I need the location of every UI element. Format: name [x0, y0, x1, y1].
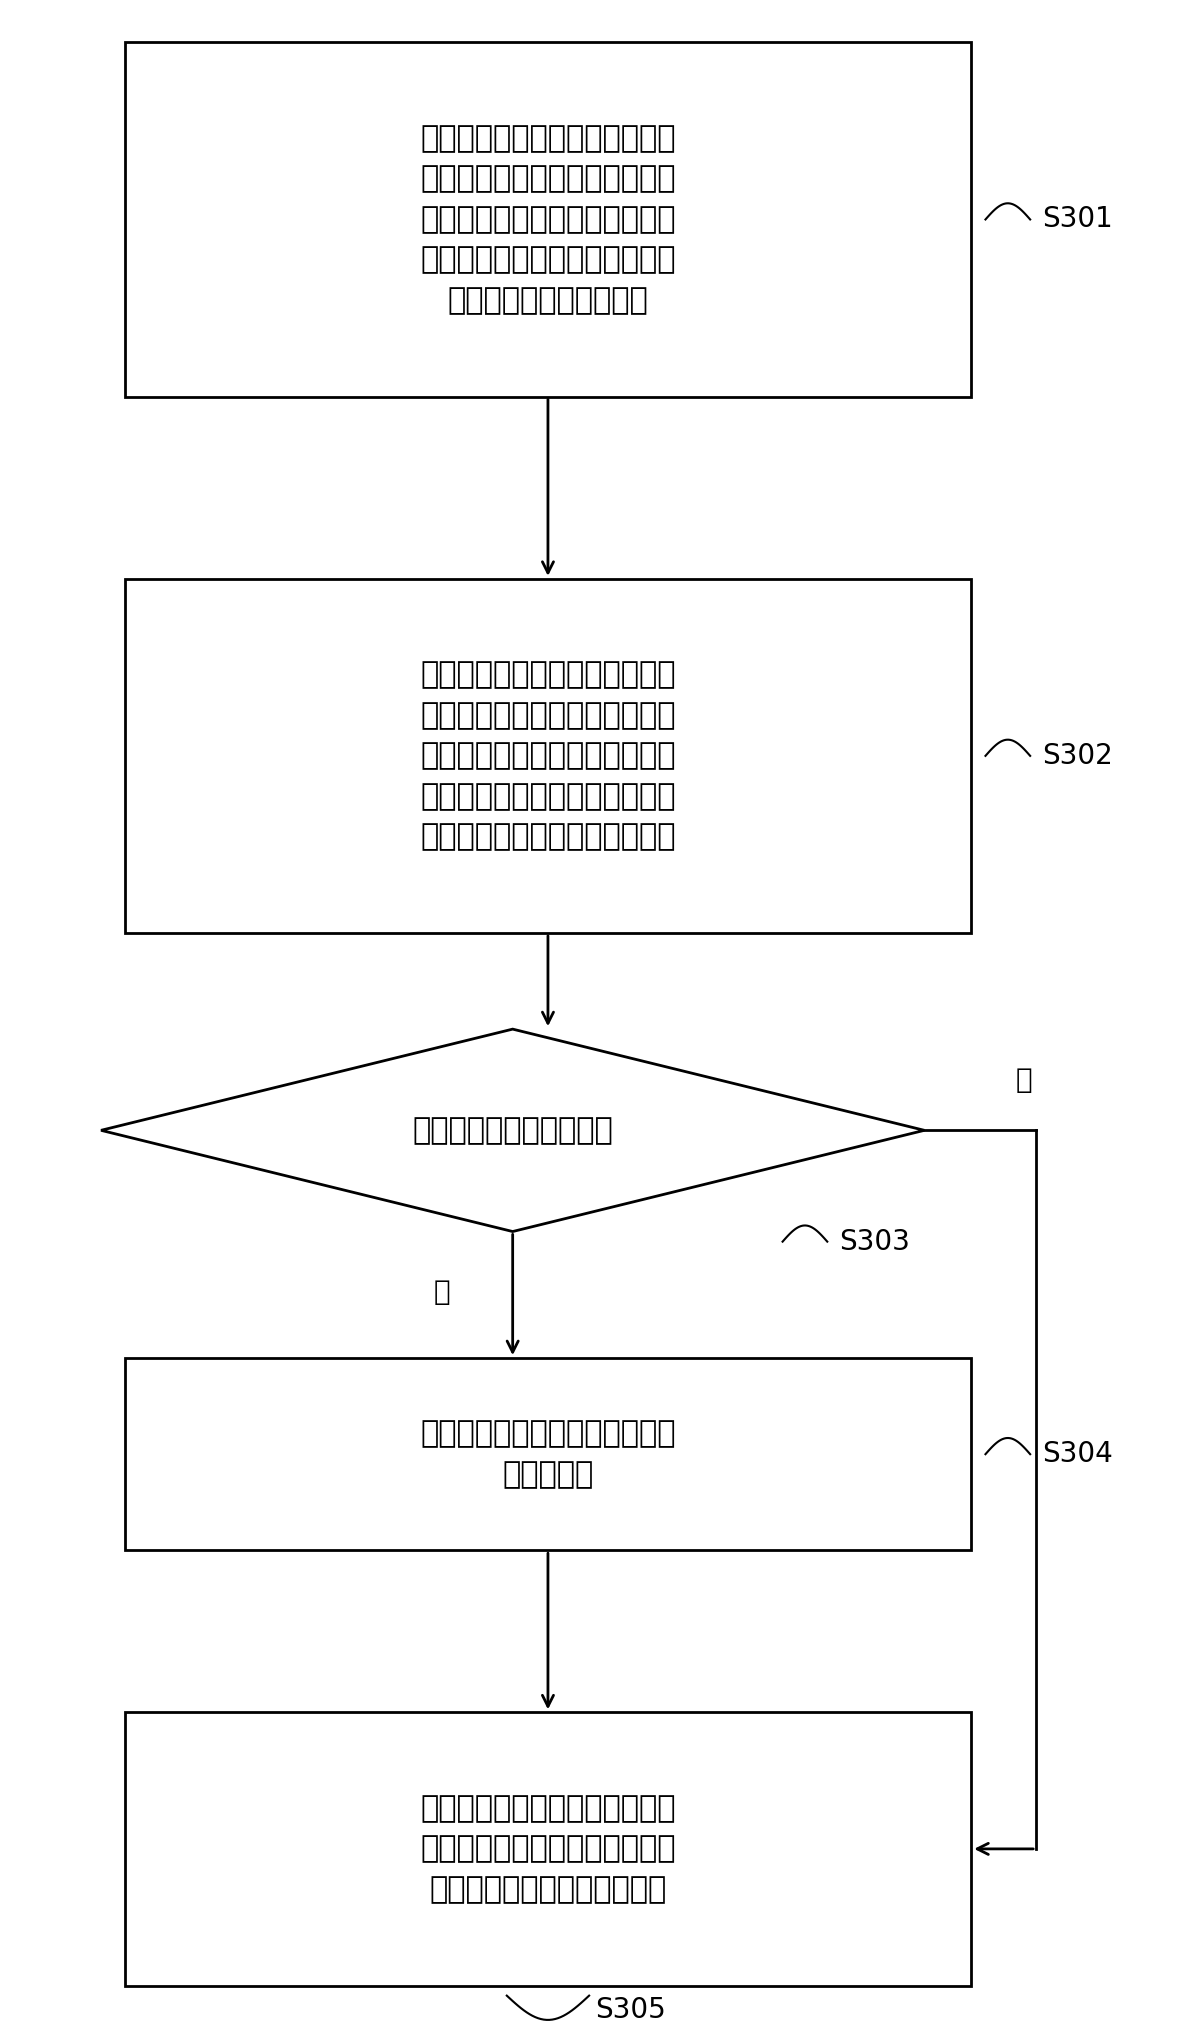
Text: 是: 是	[434, 1278, 451, 1306]
Text: S302: S302	[1042, 742, 1113, 770]
FancyBboxPatch shape	[125, 1712, 971, 1985]
Text: S303: S303	[839, 1227, 910, 1255]
FancyBboxPatch shape	[125, 579, 971, 933]
Text: 根据射线扫描起始点、射线扫描
半径和扫描射线数目，基于极坐
标转换和射线扫描方法分别将所
述左、右乳房感兴趣区域中间层
图像转换为二维转换图像: 根据射线扫描起始点、射线扫描 半径和扫描射线数目，基于极坐 标转换和射线扫描方法…	[420, 124, 676, 316]
FancyBboxPatch shape	[125, 1357, 971, 1551]
Text: S305: S305	[595, 1995, 665, 2024]
Text: 目标边界线是否具有波动: 目标边界线是否具有波动	[412, 1117, 613, 1145]
Text: 通过动态规划的方法获取二维转
换图像中的目标边界线，所述目
标边界线即为左、右乳房感兴趣
区域中间层图像上的皮肤线经过
转换后在二维转换图像中的位置: 通过动态规划的方法获取二维转 换图像中的目标边界线，所述目 标边界线即为左、右乳…	[420, 660, 676, 852]
Text: S301: S301	[1042, 206, 1113, 234]
FancyBboxPatch shape	[125, 43, 971, 397]
Text: 通过第二级别梯度饱和化处理消
除所述波动: 通过第二级别梯度饱和化处理消 除所述波动	[420, 1418, 676, 1490]
Text: S304: S304	[1042, 1441, 1113, 1467]
Polygon shape	[101, 1029, 925, 1231]
Text: 基于目标边界线，通过极坐标逆
转换的方法获取左、右乳房感兴
趣区域中间层图像上的皮肤线: 基于目标边界线，通过极坐标逆 转换的方法获取左、右乳房感兴 趣区域中间层图像上的…	[420, 1793, 676, 1903]
Text: 否: 否	[1016, 1066, 1033, 1094]
